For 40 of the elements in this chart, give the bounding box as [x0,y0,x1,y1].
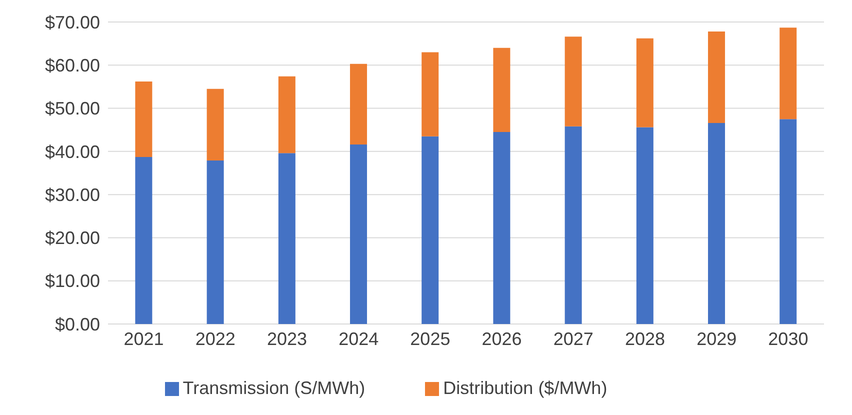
bar [135,82,152,158]
x-tick-label: 2029 [696,328,737,349]
x-tick-label: 2024 [338,328,379,349]
bar [350,64,368,145]
y-tick-label: $30.00 [44,184,100,205]
bar [636,38,654,128]
x-tick-label: 2028 [624,328,666,349]
y-tick-label: $0.00 [54,314,100,334]
bar [780,119,797,324]
y-tick-label: $60.00 [44,56,100,76]
bar [493,132,510,324]
y-tick-label: $10.00 [44,271,100,292]
legend-label: Transmission (S/MWh) [182,378,366,398]
bar [135,157,152,324]
bar [206,88,224,160]
legend-label: Distribution ($/MWh) [443,378,608,398]
bar [564,126,582,324]
y-tick-label: $50.00 [44,98,100,119]
bar [780,28,797,120]
bar [708,31,726,123]
x-tick-label: 2021 [124,328,164,349]
x-tick-label: 2027 [553,328,594,349]
bar [206,160,224,324]
x-tick-label: 2023 [266,328,308,349]
bar [422,136,439,324]
bar [278,153,296,324]
y-tick-label: $20.00 [44,228,100,248]
y-tick-label: $40.00 [44,142,100,162]
bar [636,127,654,324]
x-tick-label: 2025 [410,328,450,349]
bar [350,144,368,324]
y-tick-label: $70.00 [44,12,100,32]
bar [708,122,726,324]
bar [493,48,510,132]
x-tick-label: 2022 [195,328,236,349]
bar [422,52,439,136]
x-tick-label: 2026 [482,328,522,349]
bar [564,36,582,126]
x-tick-label: 2030 [768,328,808,349]
bar [278,76,296,154]
